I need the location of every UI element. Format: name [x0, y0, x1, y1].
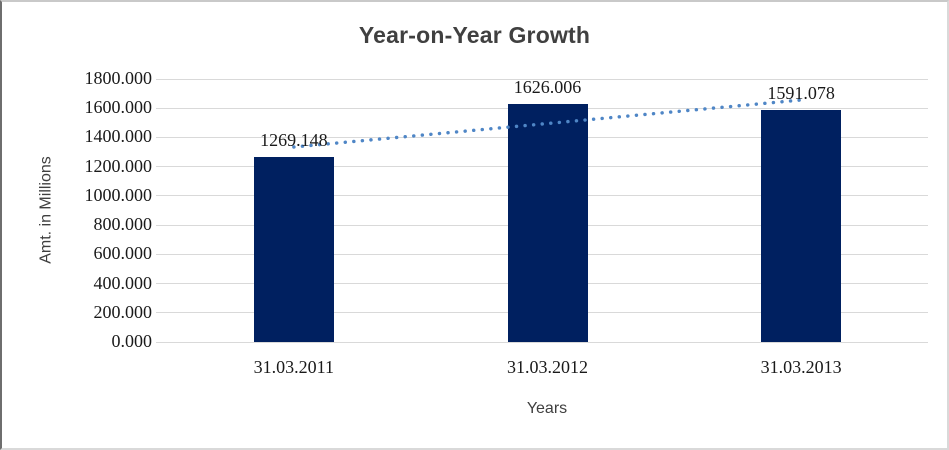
- y-tick-label: 400.000: [93, 272, 153, 293]
- y-tick-mark: [156, 136, 167, 138]
- y-tick-mark: [156, 107, 167, 109]
- bar: [761, 109, 842, 342]
- y-tick-mark: [156, 341, 167, 343]
- y-tick-mark: [156, 78, 167, 80]
- bar: [507, 104, 588, 342]
- x-tick-label: 31.03.2013: [760, 357, 842, 377]
- y-tick-mark: [156, 283, 167, 285]
- data-label: 1591.078: [767, 82, 835, 103]
- data-label: 1626.006: [513, 77, 582, 98]
- y-tick-label: 0.000: [111, 331, 153, 351]
- y-tick-label: 1600.000: [84, 97, 153, 118]
- x-tick-label: 31.03.2011: [253, 357, 334, 377]
- y-tick-label: 1200.000: [84, 155, 153, 176]
- y-tick-label: 1800.000: [84, 68, 153, 88]
- bar: [253, 156, 334, 342]
- y-tick-mark: [156, 312, 167, 314]
- chart-title: Year-on-Year Growth: [358, 22, 591, 48]
- y-tick-mark: [156, 224, 167, 226]
- y-tick-label: 600.000: [93, 243, 153, 264]
- y-tick-label: 1400.000: [84, 126, 153, 147]
- gridline: [167, 341, 928, 343]
- data-label: 1269.148: [260, 129, 328, 150]
- y-tick-label: 200.000: [93, 301, 153, 322]
- y-tick-mark: [156, 195, 167, 197]
- y-tick-label: 1000.000: [84, 184, 153, 205]
- y-tick-mark: [156, 253, 167, 255]
- y-tick-mark: [156, 166, 167, 168]
- y-tick-label: 800.000: [93, 214, 153, 235]
- x-tick-label: 31.03.2012: [507, 357, 588, 377]
- x-axis-title: Years: [526, 400, 568, 417]
- gridline: [167, 78, 928, 80]
